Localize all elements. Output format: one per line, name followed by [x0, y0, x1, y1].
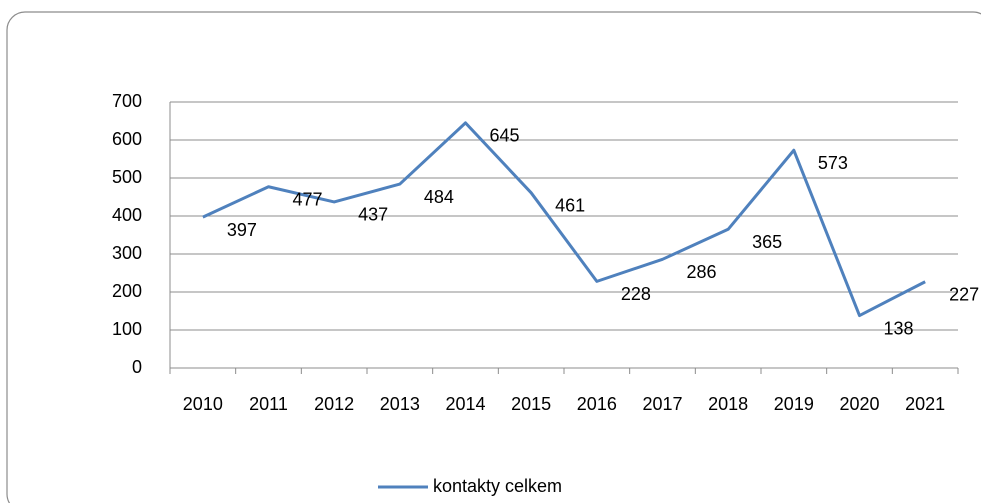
- x-tick-label: 2014: [445, 394, 485, 414]
- data-label: 484: [424, 187, 454, 207]
- x-tick-label: 2010: [183, 394, 223, 414]
- data-label: 645: [490, 126, 520, 146]
- x-tick-label: 2011: [249, 394, 288, 414]
- line-series: [202, 121, 926, 318]
- y-tick-label: 500: [112, 167, 142, 187]
- y-tick-label: 300: [112, 243, 142, 263]
- data-label: 461: [555, 196, 585, 216]
- x-tick-label: 2013: [380, 394, 420, 414]
- data-label: 228: [621, 284, 651, 304]
- x-tick-label: 2021: [905, 394, 945, 414]
- data-label: 477: [293, 189, 323, 209]
- legend-label: kontakty celkem: [433, 476, 562, 496]
- data-label: 397: [227, 220, 257, 240]
- data-label: 138: [884, 318, 914, 338]
- x-tick-label: 2017: [642, 394, 682, 414]
- y-tick-label: 600: [112, 129, 142, 149]
- y-tick-label: 0: [132, 357, 142, 377]
- x-tick-label: 2016: [577, 394, 617, 414]
- x-tick-label: 2012: [314, 394, 354, 414]
- x-tick-label: 2018: [708, 394, 748, 414]
- x-tick-label: 2019: [774, 394, 814, 414]
- x-tick-label: 2015: [511, 394, 551, 414]
- x-tick-label: 2020: [839, 394, 879, 414]
- data-label: 573: [818, 153, 848, 173]
- data-label: 437: [358, 205, 388, 225]
- data-label: 365: [752, 232, 782, 252]
- y-tick-label: 100: [112, 319, 142, 339]
- y-tick-label: 700: [112, 91, 142, 111]
- data-label: 227: [949, 284, 979, 304]
- y-tick-label: 200: [112, 281, 142, 301]
- chart-frame: [6, 11, 981, 503]
- data-label: 286: [687, 262, 717, 282]
- y-tick-label: 400: [112, 205, 142, 225]
